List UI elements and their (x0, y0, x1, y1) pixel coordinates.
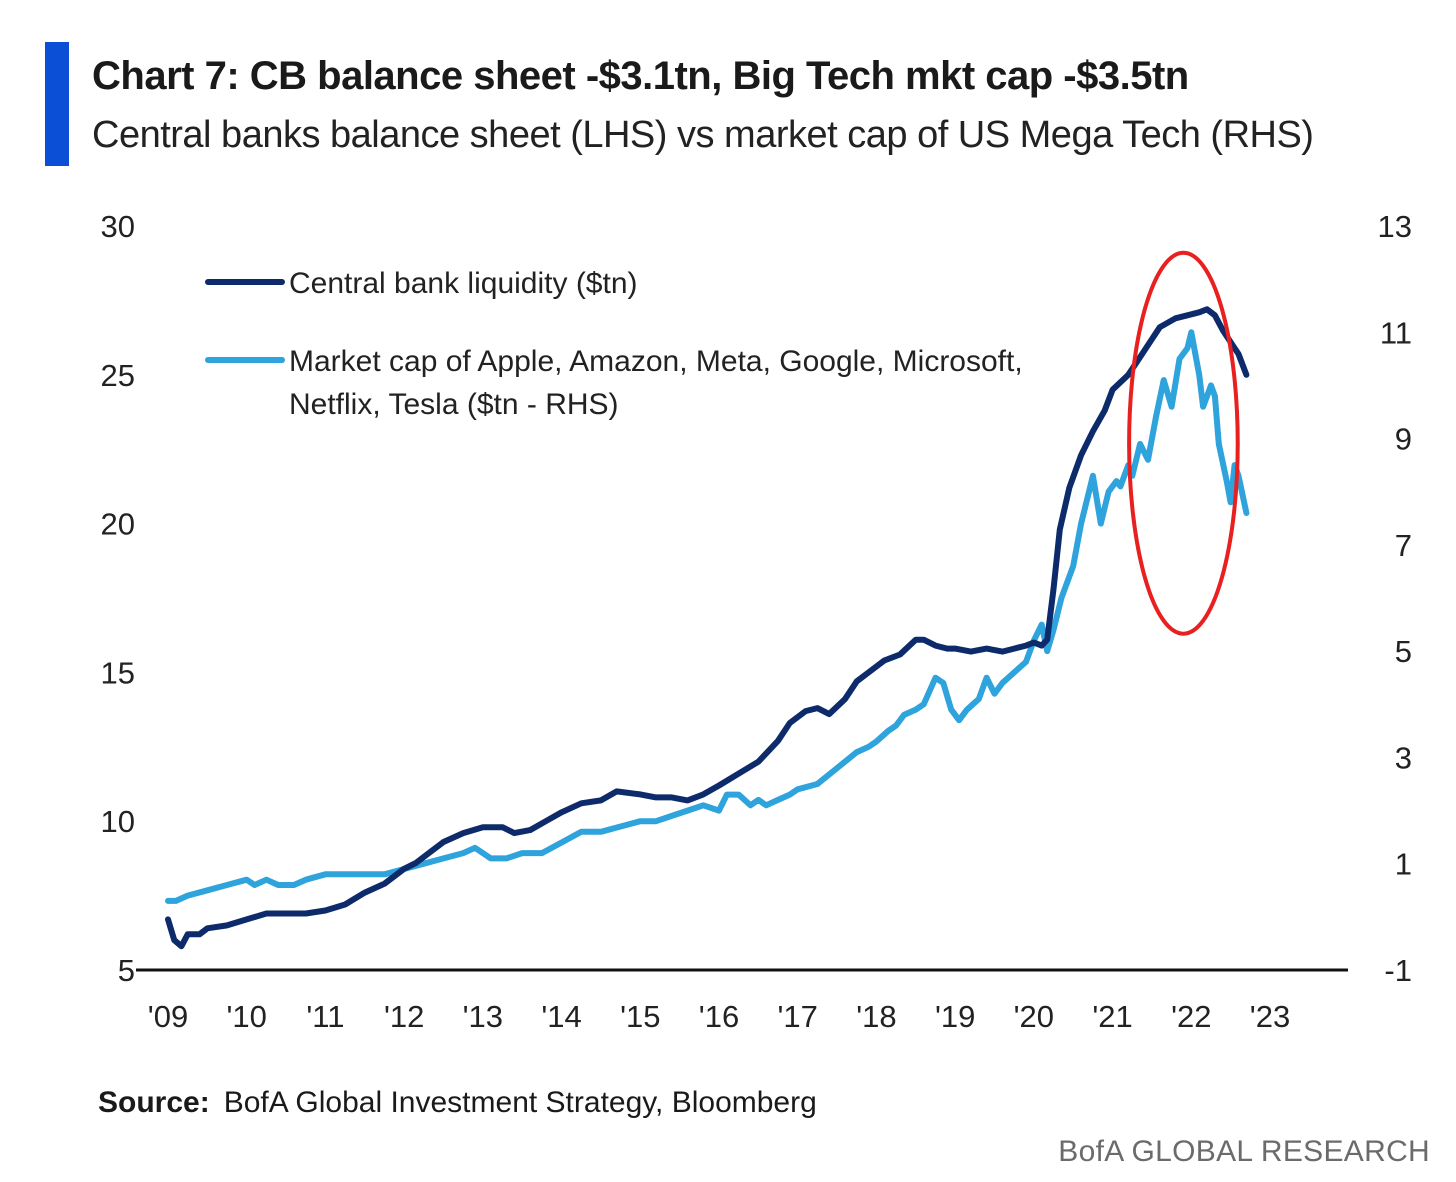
x-tick-label: '14 (541, 999, 581, 1034)
right-tick-label: 9 (1395, 422, 1412, 457)
x-axis: '09 '10 '11 '12 '13 '14 '15 '16 '17 '18 '19 '20 '21 '… (148, 999, 1290, 1034)
x-tick-label: '16 (699, 999, 739, 1034)
series-layer (165, 306, 1250, 950)
right-tick-label: 5 (1395, 634, 1412, 669)
right-tick-label: 3 (1395, 740, 1412, 775)
legend: Central bank liquidity ($tn) Market cap o… (205, 267, 1023, 421)
brand-label: BofA GLOBAL RESEARCH (1058, 1135, 1430, 1168)
right-tick-label: 13 (1378, 209, 1412, 244)
x-tick-label: '20 (1014, 999, 1054, 1034)
source-note: Source: BofA Global Investment Strategy, … (98, 1086, 817, 1120)
x-tick-label: '21 (1092, 999, 1132, 1034)
x-tick-label: '11 (306, 999, 344, 1034)
x-tick-label: '23 (1250, 999, 1290, 1034)
x-tick-label: '10 (227, 999, 267, 1034)
left-tick-label: 30 (101, 209, 135, 244)
legend-label-central-bank: Central bank liquidity ($tn) (289, 267, 638, 300)
title-accent-bar (45, 42, 69, 166)
x-tick-label: '09 (148, 999, 188, 1034)
left-tick-label: 25 (101, 358, 135, 393)
right-tick-label: 7 (1395, 528, 1412, 563)
left-tick-label: 5 (118, 953, 135, 988)
annotation-layer (1127, 250, 1240, 636)
source-text: BofA Global Investment Strategy, Bloombe… (223, 1086, 817, 1119)
chart-title: Chart 7: CB balance sheet -$3.1tn, Big T… (92, 54, 1189, 98)
central-bank-liquidity-line (165, 306, 1250, 950)
left-tick-label: 10 (101, 804, 135, 839)
left-tick-label: 15 (101, 655, 135, 690)
x-tick-label: '19 (935, 999, 975, 1034)
source-label: Source: (98, 1086, 210, 1119)
left-tick-label: 20 (101, 507, 135, 542)
chart-subtitle: Central banks balance sheet (LHS) vs mar… (92, 114, 1314, 156)
right-tick-label: 11 (1380, 315, 1412, 350)
x-tick-label: '17 (778, 999, 818, 1034)
x-tick-label: '13 (463, 999, 503, 1034)
right-tick-label: -1 (1384, 953, 1412, 988)
x-tick-label: '12 (384, 999, 424, 1034)
left-axis: 5 10 15 20 25 30 (101, 209, 135, 988)
x-tick-label: '18 (856, 999, 896, 1034)
highlight-circle (1127, 250, 1240, 636)
x-tick-label: '15 (620, 999, 660, 1034)
legend-label-mega-tech: Market cap of Apple, Amazon, Meta, Googl… (289, 345, 1023, 421)
x-tick-label: '22 (1171, 999, 1211, 1034)
right-tick-label: 1 (1395, 847, 1412, 882)
mega-tech-market-cap-line (165, 329, 1250, 904)
